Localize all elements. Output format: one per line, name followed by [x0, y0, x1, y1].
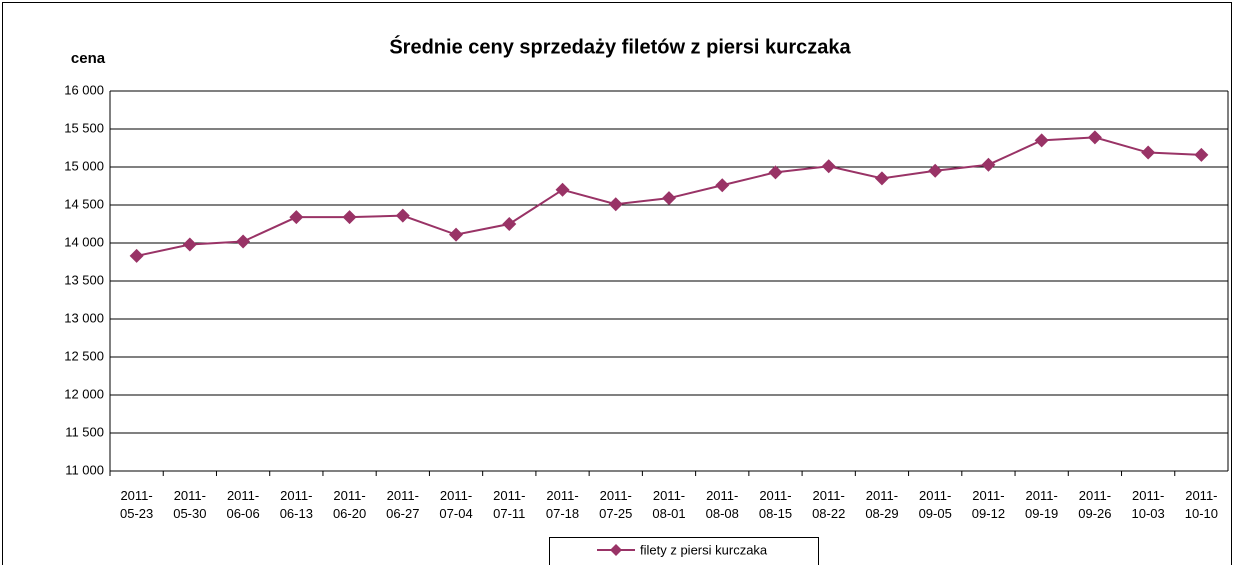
legend-box	[549, 537, 819, 565]
point-marker	[555, 182, 570, 197]
point-marker	[662, 191, 676, 206]
x-tick-label: 2011-08-29	[865, 488, 899, 521]
x-tick-label: 2011-06-20	[332, 488, 367, 521]
y-tick-label: 14 500	[64, 196, 104, 211]
y-tick-label: 13 500	[64, 272, 104, 287]
point-marker	[928, 163, 943, 178]
point-marker	[874, 171, 889, 186]
y-tick-label: 15 500	[64, 120, 104, 135]
point-marker	[449, 227, 464, 242]
x-tick-label: 2011-05-30	[173, 488, 207, 521]
point-marker	[289, 210, 304, 225]
point-marker	[129, 248, 144, 263]
point-marker	[768, 165, 783, 180]
point-marker	[1194, 147, 1209, 162]
x-tick-label: 2011-09-19	[1025, 488, 1059, 521]
y-axis-title: cena	[71, 50, 106, 67]
point-marker	[1034, 133, 1049, 148]
x-tick-label: 2011-10-10	[1184, 488, 1218, 521]
x-tick-label: 2011-07-11	[493, 488, 526, 521]
x-tick-label: 2011-07-25	[599, 488, 633, 521]
y-tick-label: 14 000	[64, 234, 104, 249]
point-marker	[342, 210, 357, 225]
point-marker	[1141, 145, 1156, 160]
x-tick-label: 2011-08-22	[812, 488, 846, 521]
x-tick-label: 2011-08-15	[758, 488, 793, 521]
y-tick-label: 12 500	[64, 348, 104, 363]
point-marker	[981, 157, 996, 172]
x-tick-label: 2011-09-26	[1078, 488, 1112, 521]
legend-marker	[610, 544, 622, 556]
x-tick-label: 2011-06-27	[386, 488, 420, 521]
x-tick-label: 2011-06-13	[279, 488, 313, 521]
x-tick-label: 2011-05-23	[119, 488, 154, 521]
x-tick-label: 2011-10-03	[1131, 488, 1165, 521]
point-marker	[236, 234, 251, 249]
y-tick-label: 15 000	[64, 158, 104, 173]
point-marker	[608, 197, 623, 212]
y-tick-label: 11 000	[65, 462, 104, 477]
x-tick-label: 2011-09-12	[971, 488, 1006, 521]
x-tick-label: 2011-07-18	[545, 488, 580, 521]
x-tick-label: 2011-06-06	[226, 488, 260, 521]
x-tick-label: 2011-08-08	[705, 488, 739, 521]
y-tick-label: 13 000	[64, 310, 104, 325]
x-tick-label: 2011-07-04	[439, 488, 473, 521]
point-marker	[502, 217, 517, 231]
point-marker	[395, 208, 410, 223]
y-tick-label: 16 000	[64, 82, 104, 97]
legend-label: filety z piersi kurczaka	[640, 542, 768, 557]
point-marker	[715, 178, 730, 193]
point-marker	[182, 237, 197, 252]
y-tick-label: 11 500	[65, 424, 104, 439]
chart-title: Średnie ceny sprzedaży filetów z piersi …	[389, 34, 851, 58]
point-marker	[821, 159, 836, 174]
x-tick-label: 2011-09-05	[918, 488, 952, 521]
x-tick-label: 2011-08-01	[652, 488, 686, 521]
y-tick-label: 12 000	[64, 386, 104, 401]
point-marker	[1087, 130, 1102, 145]
